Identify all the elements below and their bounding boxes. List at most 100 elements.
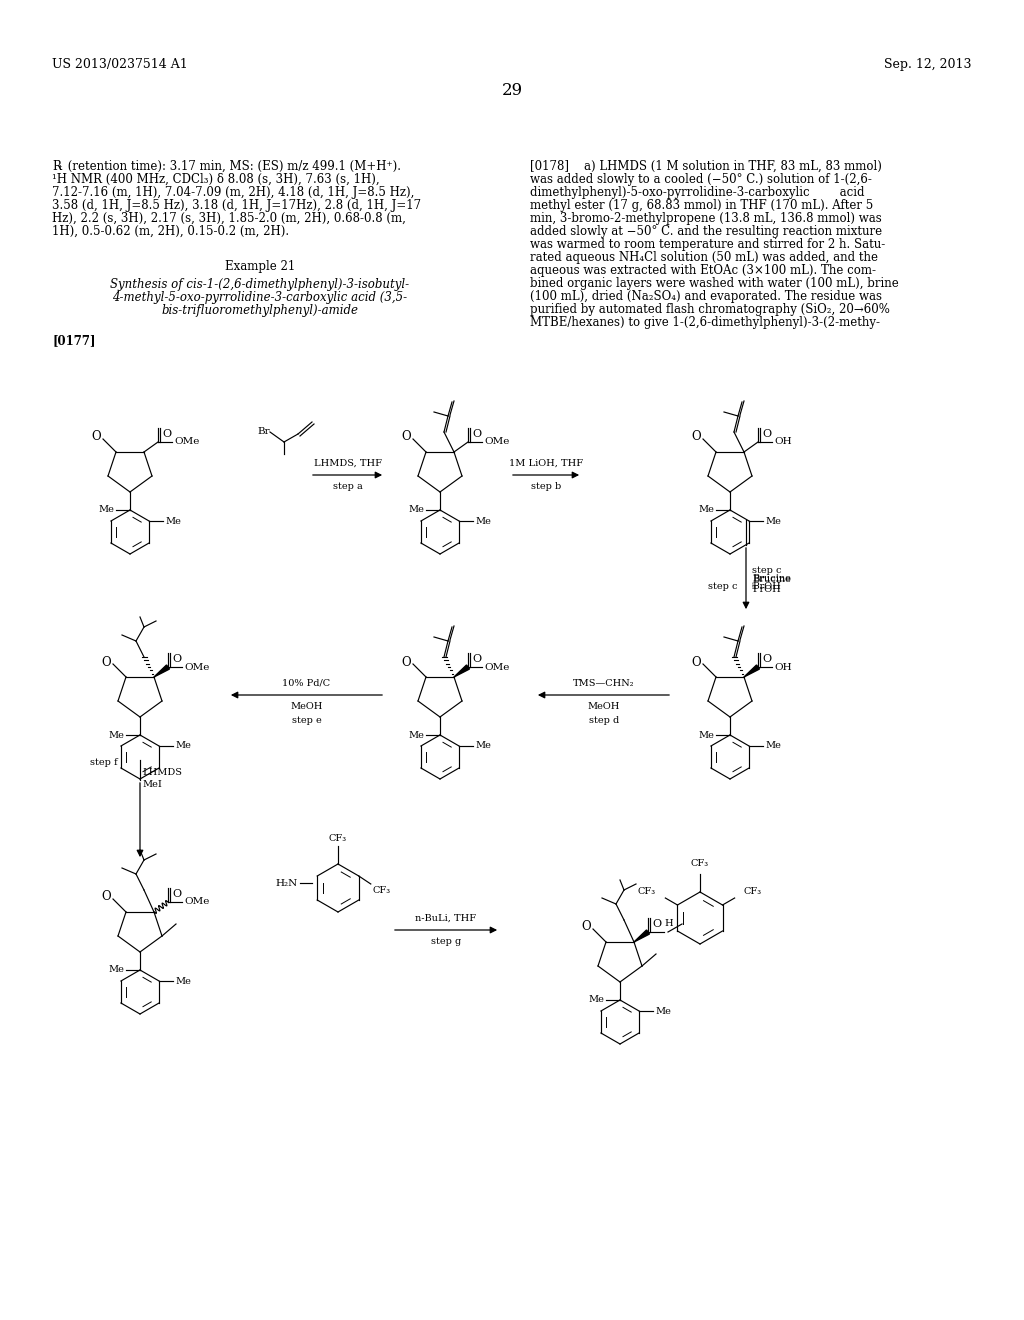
Text: OH: OH [774,663,792,672]
Text: TMS—CHN₂: TMS—CHN₂ [572,678,634,688]
Text: MeOH: MeOH [588,702,620,711]
Text: OMe: OMe [184,898,209,907]
Text: 1H), 0.5-0.62 (m, 2H), 0.15-0.2 (m, 2H).: 1H), 0.5-0.62 (m, 2H), 0.15-0.2 (m, 2H). [52,224,289,238]
Text: step g: step g [431,937,461,946]
Text: Synthesis of cis-1-(2,6-dimethylphenyl)-3-isobutyl-: Synthesis of cis-1-(2,6-dimethylphenyl)-… [111,279,410,290]
Text: O: O [101,656,111,668]
Text: dimethylphenyl)-5-oxo-pyrrolidine-3-carboxylic        acid: dimethylphenyl)-5-oxo-pyrrolidine-3-carb… [530,186,864,199]
Text: 1M LiOH, THF: 1M LiOH, THF [509,459,583,469]
Text: t: t [59,164,62,172]
Text: step e: step e [292,715,322,725]
Text: OMe: OMe [184,663,209,672]
Text: ⁱPrOH: ⁱPrOH [752,582,781,591]
Text: O: O [401,430,411,444]
Text: 7.12-7.16 (m, 1H), 7.04-7.09 (m, 2H), 4.18 (d, 1H, J=8.5 Hz),: 7.12-7.16 (m, 1H), 7.04-7.09 (m, 2H), 4.… [52,186,415,199]
Text: MeI: MeI [142,780,162,789]
Text: Me: Me [698,506,714,515]
Text: 4-methyl-5-oxo-pyrrolidine-3-carboxylic acid (3,5-: 4-methyl-5-oxo-pyrrolidine-3-carboxylic … [113,290,408,304]
Text: step a: step a [333,482,362,491]
Text: Hz), 2.2 (s, 3H), 2.17 (s, 3H), 1.85-2.0 (m, 2H), 0.68-0.8 (m,: Hz), 2.2 (s, 3H), 2.17 (s, 3H), 1.85-2.0… [52,213,406,224]
Text: Me: Me [765,742,781,751]
Text: O: O [582,920,591,933]
Text: Me: Me [655,1006,671,1015]
Text: Me: Me [588,995,604,1005]
Text: R: R [52,160,60,173]
Text: H: H [664,919,673,928]
Text: CF₃: CF₃ [373,886,391,895]
Text: n-BuLi, THF: n-BuLi, THF [416,913,476,923]
Polygon shape [154,665,169,677]
Text: O: O [652,919,662,929]
Text: O: O [91,430,101,444]
Text: step c: step c [752,566,781,576]
Text: Brucine: Brucine [752,576,791,583]
Text: step b: step b [530,482,561,491]
Text: purified by automated flash chromatography (SiO₂, 20→60%: purified by automated flash chromatograp… [530,304,890,315]
Text: rated aqueous NH₄Cl solution (50 mL) was added, and the: rated aqueous NH₄Cl solution (50 mL) was… [530,251,878,264]
Text: O: O [691,656,701,668]
Text: 3.58 (d, 1H, J=8.5 Hz), 3.18 (d, 1H, J=17Hz), 2.8 (d, 1H, J=17: 3.58 (d, 1H, J=8.5 Hz), 3.18 (d, 1H, J=1… [52,199,421,213]
Text: OH: OH [774,437,792,446]
Text: (100 mL), dried (Na₂SO₄) and evaporated. The residue was: (100 mL), dried (Na₂SO₄) and evaporated.… [530,290,882,304]
Text: CF₃: CF₃ [744,887,762,896]
Text: step d: step d [589,715,620,725]
Polygon shape [634,931,649,942]
Text: 29: 29 [502,82,522,99]
Text: ⁱPrOH: ⁱPrOH [752,585,781,594]
Text: Me: Me [175,977,190,986]
Text: Me: Me [175,742,190,751]
Text: was added slowly to a cooled (−50° C.) solution of 1-(2,6-: was added slowly to a cooled (−50° C.) s… [530,173,871,186]
Text: OMe: OMe [484,437,509,446]
Text: O: O [762,429,771,440]
Text: MeOH: MeOH [291,702,323,711]
Text: Sep. 12, 2013: Sep. 12, 2013 [885,58,972,71]
Text: Brucine: Brucine [752,574,791,583]
Text: bined organic layers were washed with water (100 mL), brine: bined organic layers were washed with wa… [530,277,899,290]
Text: ¹H NMR (400 MHz, CDCl₃) δ 8.08 (s, 3H), 7.63 (s, 1H),: ¹H NMR (400 MHz, CDCl₃) δ 8.08 (s, 3H), … [52,173,380,186]
Text: O: O [472,653,481,664]
Text: MTBE/hexanes) to give 1-(2,6-dimethylphenyl)-3-(2-methy-: MTBE/hexanes) to give 1-(2,6-dimethylphe… [530,315,880,329]
Text: O: O [101,891,111,903]
Text: Me: Me [765,516,781,525]
Text: Br: Br [257,428,270,437]
Text: OMe: OMe [174,437,200,446]
Text: Me: Me [98,506,114,515]
Text: O: O [691,430,701,444]
Text: LHMDS: LHMDS [142,768,182,777]
Text: [0178]    a) LHMDS (1 M solution in THF, 83 mL, 83 mmol): [0178] a) LHMDS (1 M solution in THF, 83… [530,160,882,173]
Text: bis-trifluoromethylphenyl)-amide: bis-trifluoromethylphenyl)-amide [162,304,358,317]
Text: min, 3-bromo-2-methylpropene (13.8 mL, 136.8 mmol) was: min, 3-bromo-2-methylpropene (13.8 mL, 1… [530,213,882,224]
Text: [0177]: [0177] [52,334,95,347]
Text: Example 21: Example 21 [225,260,295,273]
Text: Me: Me [475,516,490,525]
Text: O: O [172,888,181,899]
Text: O: O [401,656,411,668]
Text: Me: Me [698,730,714,739]
Text: O: O [762,653,771,664]
Text: O: O [472,429,481,440]
Text: Me: Me [409,730,424,739]
Text: (retention time): 3.17 min, MS: (ES) m/z 499.1 (M+H⁺).: (retention time): 3.17 min, MS: (ES) m/z… [63,160,401,173]
Text: CF₃: CF₃ [329,834,347,843]
Text: O: O [162,429,171,440]
Text: LHMDS, THF: LHMDS, THF [313,459,382,469]
Text: CF₃: CF₃ [691,859,709,869]
Text: CF₃: CF₃ [638,887,656,896]
Polygon shape [744,665,760,677]
Text: Me: Me [475,742,490,751]
Text: O: O [172,653,181,664]
Text: Me: Me [165,516,181,525]
Text: Me: Me [409,506,424,515]
Text: H₂N: H₂N [275,879,298,887]
Text: Me: Me [109,730,124,739]
Text: OMe: OMe [484,663,509,672]
Text: methyl ester (17 g, 68.83 mmol) in THF (170 mL). After 5: methyl ester (17 g, 68.83 mmol) in THF (… [530,199,873,213]
Text: step c: step c [709,582,738,591]
Text: aqueous was extracted with EtOAc (3×100 mL). The com-: aqueous was extracted with EtOAc (3×100 … [530,264,876,277]
Text: was warmed to room temperature and stirred for 2 h. Satu-: was warmed to room temperature and stirr… [530,238,886,251]
Polygon shape [454,665,469,677]
Text: 10% Pd/C: 10% Pd/C [283,678,331,688]
Text: added slowly at −50° C. and the resulting reaction mixture: added slowly at −50° C. and the resultin… [530,224,882,238]
Text: US 2013/0237514 A1: US 2013/0237514 A1 [52,58,187,71]
Text: step f: step f [90,758,118,767]
